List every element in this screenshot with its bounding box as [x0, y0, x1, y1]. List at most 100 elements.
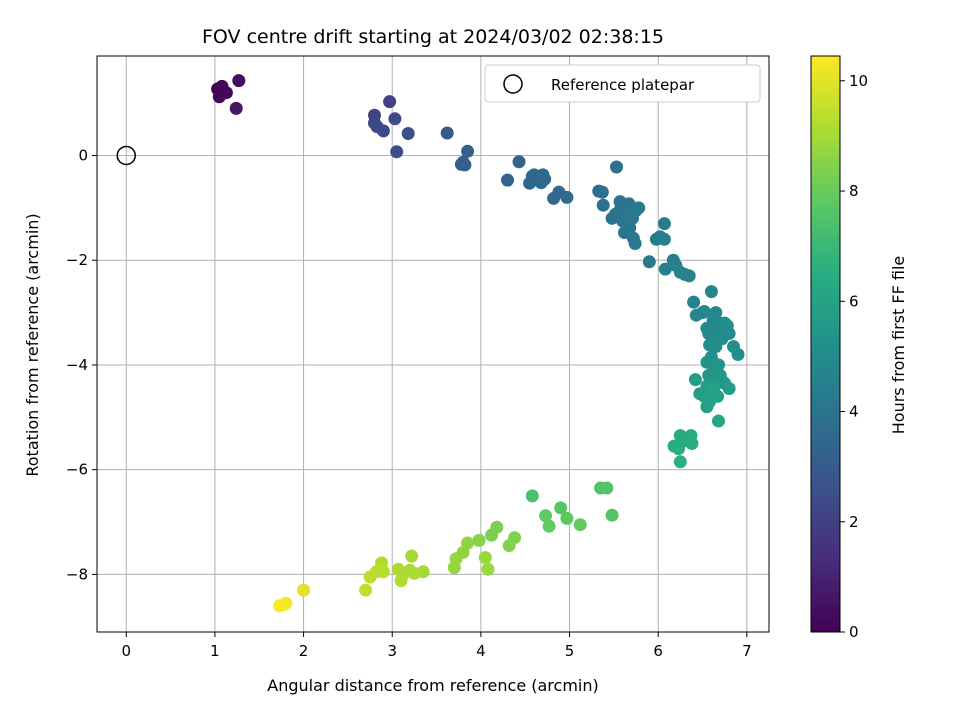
data-point — [700, 400, 714, 414]
data-point — [658, 262, 672, 276]
data-point — [536, 168, 550, 182]
colorbar-tick-label: 10 — [849, 72, 868, 90]
legend: Reference platepar — [484, 64, 761, 103]
data-point — [560, 190, 574, 204]
data-point — [440, 126, 454, 140]
x-tick-label: 6 — [653, 642, 663, 660]
data-point — [542, 519, 556, 533]
data-point — [632, 201, 646, 215]
grid-lines — [97, 56, 769, 632]
data-point — [376, 124, 390, 138]
data-point — [219, 86, 233, 100]
plot-frame — [96, 55, 770, 633]
colorbar-tick-label: 0 — [849, 623, 859, 641]
data-point — [697, 305, 711, 318]
y-tick-label: 0 — [78, 146, 88, 164]
x-tick-label: 5 — [565, 642, 575, 660]
x-axis-label: Angular distance from reference (arcmin) — [267, 676, 598, 695]
data-point — [642, 255, 656, 269]
y-tick-label: −4 — [66, 356, 88, 374]
data-point — [722, 327, 736, 340]
data-point — [712, 358, 725, 372]
data-point — [685, 437, 699, 450]
data-point — [573, 518, 587, 532]
data-point — [687, 295, 701, 309]
x-tick-label: 4 — [476, 642, 486, 660]
data-point — [359, 583, 373, 597]
data-point — [501, 173, 514, 187]
data-point — [711, 389, 725, 403]
legend-box — [484, 64, 761, 103]
y-tick-label: −8 — [66, 565, 88, 583]
colorbar-tick-label: 6 — [849, 292, 859, 310]
data-point — [405, 549, 419, 563]
data-point — [401, 127, 415, 140]
data-point — [461, 144, 475, 158]
data-point — [376, 565, 390, 579]
data-point — [704, 285, 718, 299]
x-tick-label: 1 — [210, 642, 220, 660]
reference-marker — [116, 145, 137, 166]
data-point — [722, 382, 736, 395]
data-point — [232, 74, 246, 88]
data-point — [502, 539, 516, 553]
data-point — [390, 145, 404, 159]
data-point — [481, 562, 495, 576]
data-point — [512, 155, 526, 169]
legend-marker — [503, 74, 523, 94]
data-point — [610, 160, 623, 174]
data-point — [731, 348, 745, 361]
data-point — [709, 340, 723, 354]
data-point — [539, 509, 553, 523]
x-ticks: 0 1 2 3 4 5 6 7 — [121, 632, 752, 660]
colorbar-tick-label: 4 — [849, 403, 859, 421]
data-point — [595, 185, 609, 199]
y-tick-label: −6 — [66, 461, 88, 479]
data-point — [391, 562, 405, 576]
x-tick-label: 7 — [742, 642, 752, 660]
plot-area: 0 1 2 3 4 5 6 7 0 −2 −4 −6 −8 — [66, 55, 770, 660]
data-point — [560, 511, 574, 525]
data-point — [454, 157, 468, 171]
data-point — [363, 570, 377, 584]
colorbar-tick-label: 8 — [849, 182, 859, 200]
data-point — [447, 561, 461, 575]
data-points — [211, 74, 745, 613]
data-point — [600, 481, 614, 495]
data-point — [273, 599, 287, 613]
y-axis-label: Rotation from reference (arcmin) — [23, 213, 42, 476]
data-point — [712, 414, 725, 428]
data-point — [297, 583, 311, 597]
colorbar-tick-label: 2 — [849, 513, 859, 531]
data-point — [688, 373, 702, 387]
x-tick-label: 3 — [387, 642, 397, 660]
data-point — [673, 455, 687, 469]
data-point — [682, 269, 696, 283]
data-point — [383, 95, 397, 109]
data-point — [672, 442, 686, 456]
data-point — [596, 198, 610, 212]
data-point — [472, 533, 486, 547]
colorbar-ticks: 0 2 4 6 8 10 — [840, 72, 868, 641]
data-point — [407, 566, 421, 580]
data-point — [485, 528, 498, 542]
legend-entry-reference-platepar: Reference platepar — [551, 76, 695, 94]
colorbar-gradient — [810, 55, 841, 633]
data-point — [657, 232, 671, 246]
data-point — [709, 306, 723, 320]
chart-title: FOV centre drift starting at 2024/03/02 … — [202, 26, 664, 48]
data-point — [478, 551, 492, 565]
x-tick-label: 2 — [299, 642, 309, 660]
data-point — [628, 237, 642, 250]
y-ticks: 0 −2 −4 −6 −8 — [66, 146, 97, 583]
colorbar-label: Hours from first FF file — [889, 256, 908, 435]
data-point — [525, 489, 539, 503]
x-tick-label: 0 — [121, 642, 131, 660]
data-point — [657, 217, 671, 231]
colorbar: 0 2 4 6 8 10 Hours from first FF file — [810, 55, 908, 641]
data-point — [554, 501, 568, 515]
data-point — [394, 574, 408, 588]
data-point — [388, 112, 402, 126]
data-point — [229, 101, 243, 115]
y-tick-label: −2 — [66, 251, 88, 269]
